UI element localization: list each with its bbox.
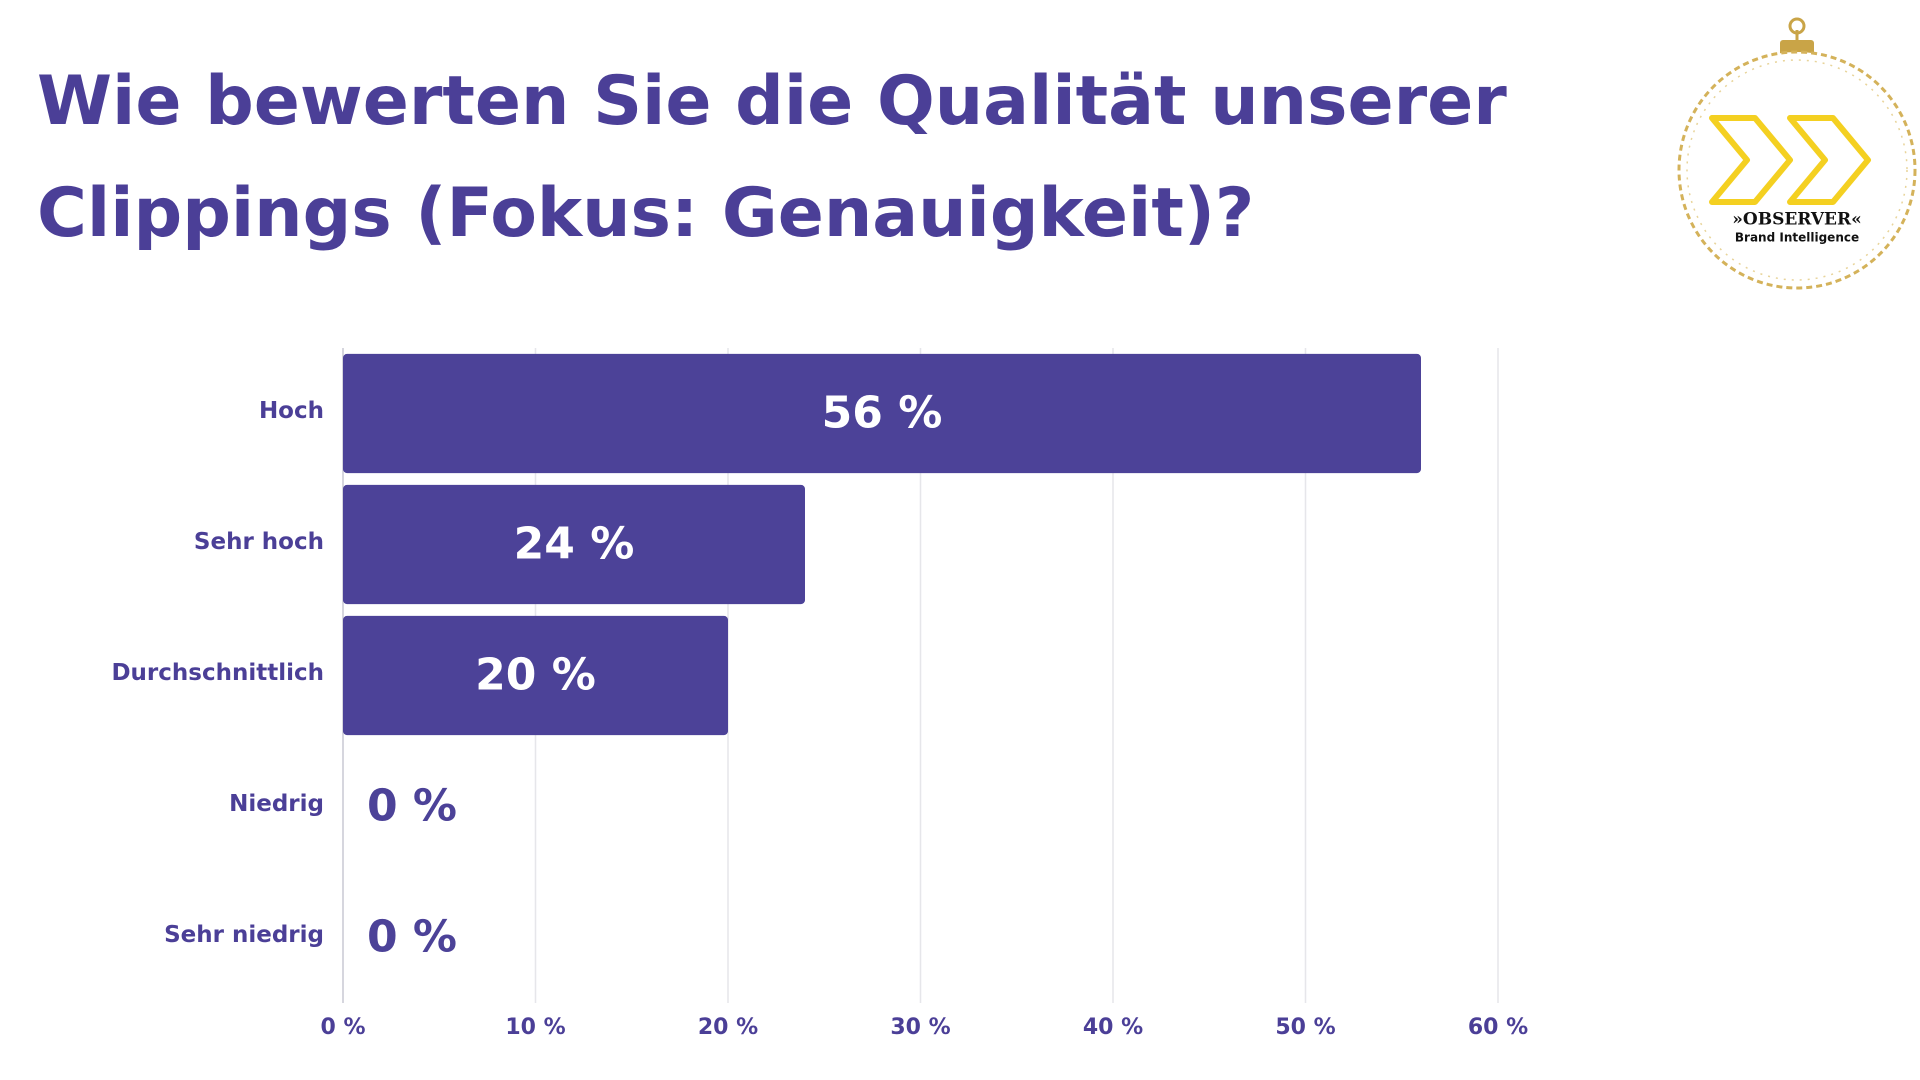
x-tick-label: 20 % [698, 1015, 758, 1040]
value-label: 0 % [367, 912, 457, 963]
value-label: 56 % [822, 388, 943, 439]
logo: »OBSERVER« Brand Intelligence [1677, 17, 1917, 290]
chart-title: Clippings (Fokus: Genauigkeit)? [37, 174, 1254, 253]
x-tick-label: 30 % [890, 1015, 950, 1040]
logo-tagline: Brand Intelligence [1735, 231, 1859, 245]
x-tick-label: 40 % [1083, 1015, 1143, 1040]
value-label: 20 % [475, 650, 596, 701]
value-label: 0 % [367, 781, 457, 832]
y-tick-label: Sehr niedrig [164, 922, 324, 948]
bar [343, 484, 805, 605]
x-tick-label: 10 % [505, 1015, 565, 1040]
y-tick-label: Sehr hoch [194, 529, 324, 555]
x-tick-label: 60 % [1468, 1015, 1528, 1040]
bar [343, 615, 728, 736]
bar [343, 353, 1421, 474]
y-tick-label: Durchschnittlich [111, 660, 324, 686]
x-tick-label: 50 % [1275, 1015, 1335, 1040]
x-tick-label: 0 % [320, 1015, 365, 1040]
y-tick-label: Niedrig [229, 791, 324, 817]
chart-title: Wie bewerten Sie die Qualität unserer [37, 62, 1507, 141]
y-tick-label: Hoch [259, 398, 324, 424]
logo-name: »OBSERVER« [1732, 210, 1861, 230]
value-label: 24 % [514, 519, 635, 570]
